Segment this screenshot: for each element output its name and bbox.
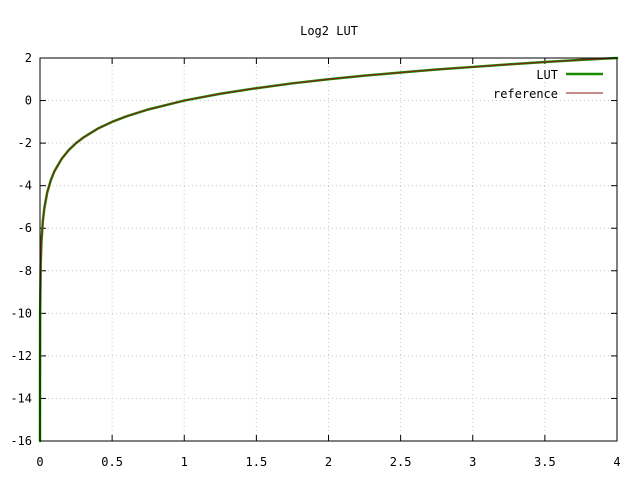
chart-title: Log2 LUT — [300, 24, 358, 38]
y-tick-label: -8 — [18, 264, 32, 278]
x-tick-labels: 0 0.5 1 1.5 2 2.5 3 3.5 4 — [36, 455, 620, 469]
plot-border — [39, 57, 618, 442]
y-tick-label: -14 — [10, 391, 32, 405]
y-tick-label: -2 — [18, 136, 32, 150]
x-tick-label: 0.5 — [101, 455, 123, 469]
y-tick-label: -10 — [10, 306, 32, 320]
legend-label-lut: LUT — [536, 68, 558, 82]
plot-series — [38, 56, 619, 443]
grid — [40, 58, 617, 441]
y-tick-label: 2 — [25, 51, 32, 65]
y-tick-label: -12 — [10, 349, 32, 363]
x-tick-label: 2.5 — [390, 455, 412, 469]
y-tick-labels: -16 -14 -12 -10 -8 -6 -4 -2 0 2 — [10, 51, 32, 448]
y-tick-label: -16 — [10, 434, 32, 448]
x-tick-label: 0 — [36, 455, 43, 469]
x-tick-label: 1 — [181, 455, 188, 469]
y-tick-label: -4 — [18, 179, 32, 193]
y-tick-label: 0 — [25, 94, 32, 108]
x-tick-label: 3 — [469, 455, 476, 469]
x-tick-label: 2 — [325, 455, 332, 469]
legend: LUT reference — [493, 68, 603, 101]
series-line-reference — [39, 57, 618, 442]
x-tick-label: 1.5 — [246, 455, 268, 469]
legend-label-reference: reference — [493, 87, 558, 101]
y-tick-label: -6 — [18, 221, 32, 235]
x-tick-label: 3.5 — [534, 455, 556, 469]
x-tick-label: 4 — [613, 455, 620, 469]
